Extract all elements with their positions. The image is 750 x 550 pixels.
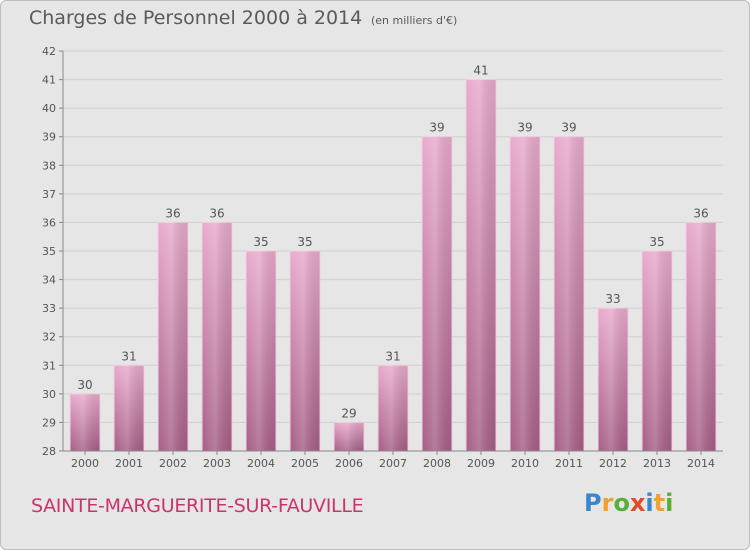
y-tick-label: 36	[42, 216, 56, 229]
value-label: 36	[165, 206, 180, 220]
logo-letter: i	[645, 489, 654, 517]
x-tick-label: 2013	[643, 457, 671, 470]
bar-shine	[422, 136, 452, 451]
logo-letter: r	[601, 489, 614, 517]
bar-shine	[70, 393, 100, 451]
value-label: 35	[253, 235, 268, 249]
bar-shine	[334, 422, 364, 451]
x-tick-label: 2009	[467, 457, 495, 470]
bar-shine	[466, 79, 496, 452]
logo-letter: P	[584, 489, 602, 517]
value-label: 39	[429, 121, 444, 135]
logo-letter: o	[613, 489, 630, 517]
logo-letter: i	[665, 489, 674, 517]
y-tick-label: 32	[42, 331, 56, 344]
y-tick-label: 35	[42, 245, 56, 258]
y-tick-label: 29	[42, 416, 56, 429]
x-tick-label: 2004	[247, 457, 275, 470]
bar-shine	[510, 136, 540, 451]
bar-shine	[158, 222, 188, 451]
x-tick-label: 2002	[159, 457, 187, 470]
x-tick-label: 2003	[203, 457, 231, 470]
y-tick-label: 40	[42, 102, 56, 115]
y-tick-label: 41	[42, 74, 56, 87]
bar-shine	[290, 251, 320, 451]
x-tick-label: 2000	[71, 457, 99, 470]
value-label: 41	[473, 64, 488, 78]
y-tick-label: 39	[42, 131, 56, 144]
y-tick-label: 37	[42, 188, 56, 201]
value-label: 33	[605, 292, 620, 306]
y-tick-label: 33	[42, 302, 56, 315]
y-tick-label: 34	[42, 274, 56, 287]
value-label: 30	[77, 378, 92, 392]
value-label: 36	[693, 206, 708, 220]
value-label: 39	[561, 121, 576, 135]
value-label: 29	[341, 406, 356, 420]
value-label: 35	[297, 235, 312, 249]
y-tick-label: 28	[42, 445, 56, 458]
bar-shine	[554, 136, 584, 451]
unit-note: (en milliers d'€)	[371, 14, 458, 27]
bar-shine	[202, 222, 232, 451]
y-tick-label: 42	[42, 45, 56, 58]
proxiti-logo: Proxiti	[584, 489, 673, 517]
x-tick-label: 2001	[115, 457, 143, 470]
x-tick-label: 2007	[379, 457, 407, 470]
value-label: 31	[121, 349, 136, 363]
value-labels-layer: 30 31 36 36 35 35 29 31 39 41 39 39 33 35 36	[77, 64, 708, 421]
bars-layer	[69, 79, 717, 452]
logo-letter: x	[629, 489, 646, 517]
x-tick-label: 2005	[291, 457, 319, 470]
x-tick-label: 2008	[423, 457, 451, 470]
y-tick-label: 30	[42, 388, 56, 401]
x-tick-label: 2014	[687, 457, 715, 470]
y-tick-label: 31	[42, 359, 56, 372]
x-tick-label: 2010	[511, 457, 539, 470]
bar-shine	[378, 365, 408, 451]
bar-shine	[114, 365, 144, 451]
y-tick-label: 38	[42, 159, 56, 172]
commune-name: SAINTE-MARGUERITE-SUR-FAUVILLE	[31, 495, 364, 517]
bar-shine	[598, 308, 628, 451]
logo-letter: t	[653, 489, 666, 517]
x-axis: 2000 2001 2002 2003 2004 2005 2006 2007 2008 2009…	[63, 450, 723, 470]
bar-shine	[686, 222, 716, 451]
y-axis: 28 29 30 31 32 33 34 35 36 37 38 39 40 41 42	[42, 45, 64, 458]
x-tick-label: 2006	[335, 457, 363, 470]
bar-shine	[642, 251, 672, 451]
bar-shine	[246, 251, 276, 451]
value-label: 39	[517, 121, 532, 135]
x-tick-label: 2011	[555, 457, 583, 470]
value-label: 36	[209, 206, 224, 220]
value-label: 31	[385, 349, 400, 363]
chart-title: Charges de Personnel 2000 à 2014	[29, 7, 363, 29]
x-tick-label: 2012	[599, 457, 627, 470]
value-label: 35	[649, 235, 664, 249]
